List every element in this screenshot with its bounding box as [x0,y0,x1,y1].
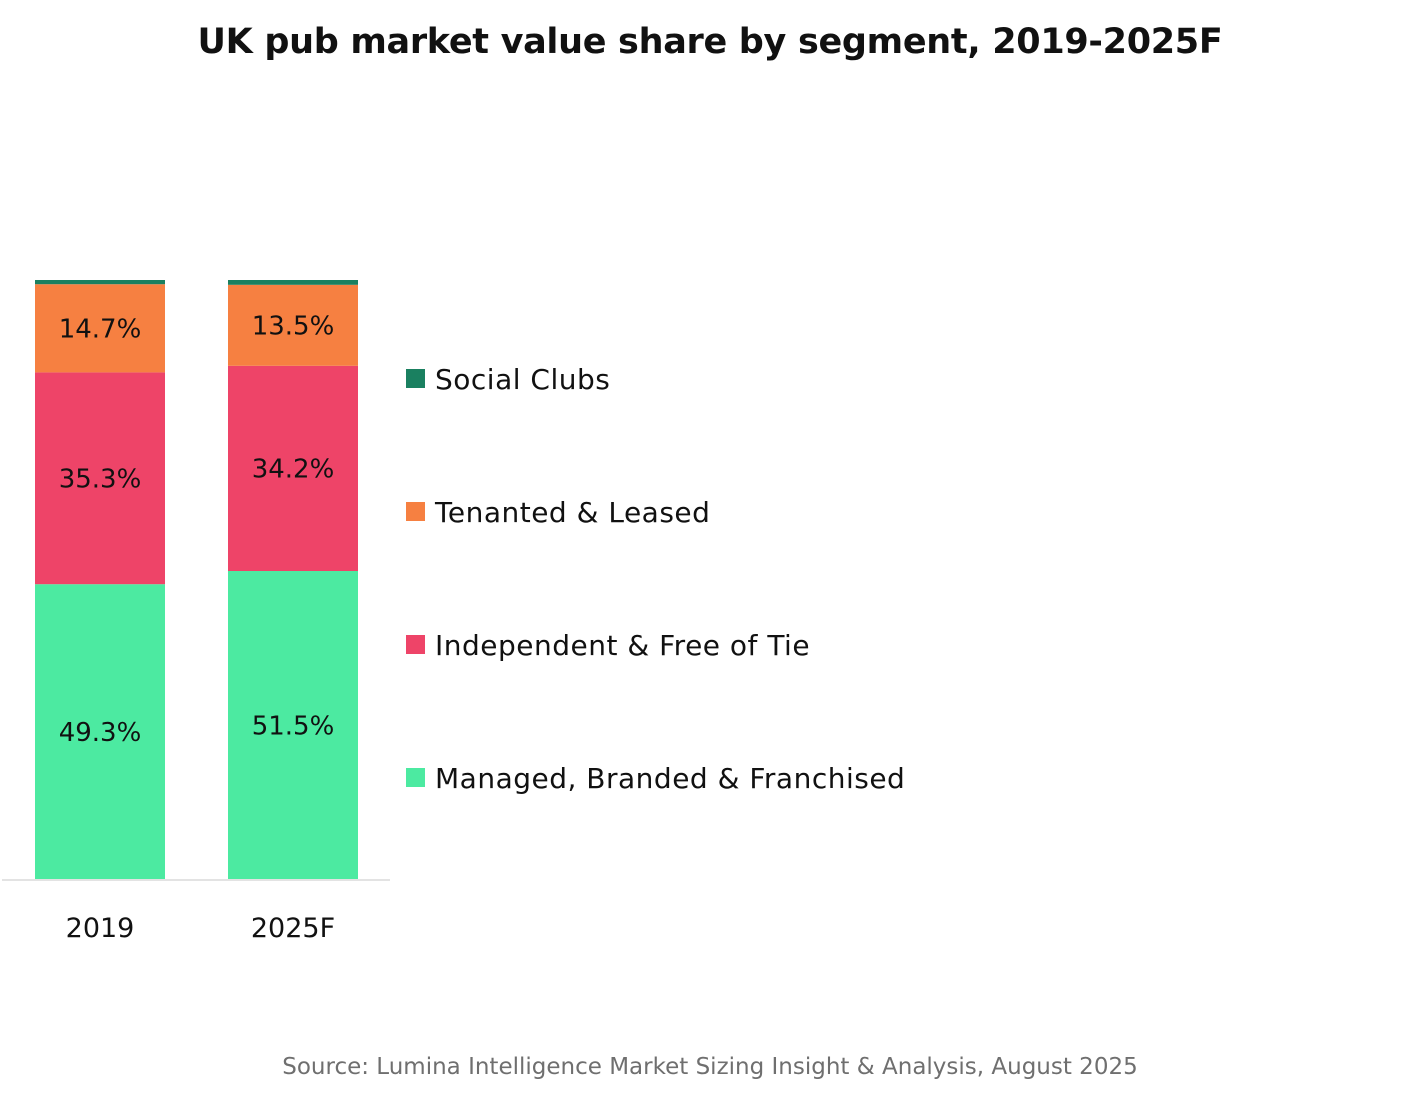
chart-title: UK pub market value share by segment, 20… [197,22,1223,62]
data-label-2019-independent-free-of-tie: 35.3% [59,464,142,494]
bar-2025f-tenanted-leased [228,284,358,366]
source-note: Source: Lumina Intelligence Market Sizin… [282,1054,1138,1080]
legend-label-tenanted-leased: Tenanted & Leased [434,496,710,529]
x-tick-2019: 2019 [66,913,135,944]
data-label-2019-managed-branded-franchised: 49.3% [59,718,142,748]
bars-layer: 49.3% 35.3% 14.7% 51.5% 34.2% 13.5% [35,280,358,880]
bar-2019-social-clubs [35,280,165,285]
bar-2019-managed-branded-franchised [35,584,165,880]
bar-2025f-independent-free-of-tie [228,365,358,571]
bar-2025f-managed-branded-franchised [228,571,358,880]
legend-swatch-independent-free-of-tie [406,635,425,654]
legend-swatch-tenanted-leased [406,502,425,521]
bar-2019-independent-free-of-tie [35,372,165,585]
legend: Social Clubs Tenanted & Leased Independent… [406,363,905,795]
legend-label-managed-branded-franchised: Managed, Branded & Franchised [435,762,905,795]
bar-2019-tenanted-leased [35,284,165,373]
legend-swatch-social-clubs [406,369,425,388]
legend-label-independent-free-of-tie: Independent & Free of Tie [435,629,810,662]
data-label-2025f-tenanted-leased: 13.5% [252,311,335,341]
data-label-2025f-managed-branded-franchised: 51.5% [252,712,335,742]
bar-2025f-social-clubs [228,280,358,285]
data-label-2019-tenanted-leased: 14.7% [59,314,142,344]
x-tick-2025f: 2025F [251,913,335,944]
legend-swatch-managed-branded-franchised [406,768,425,787]
data-label-2025f-independent-free-of-tie: 34.2% [252,454,335,484]
legend-label-social-clubs: Social Clubs [435,363,610,396]
x-axis-ticks: 2019 2025F [66,913,335,944]
